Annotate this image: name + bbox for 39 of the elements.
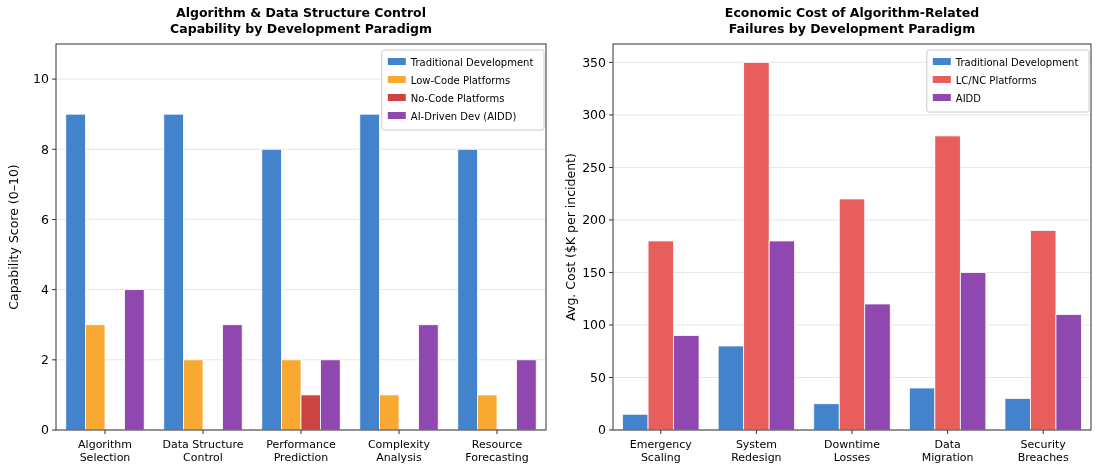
y-axis-title: Capability Score (0–10) — [6, 164, 21, 310]
legend-label: No-Code Platforms — [410, 92, 505, 104]
x-tick-label: Complexity Analysis — [367, 438, 431, 464]
chart-title: Economic Cost of Algorithm-Related Failures by Development Paradigm — [724, 5, 980, 36]
x-tick-label: System Redesign — [731, 438, 782, 464]
x-tick-label: Emergency Scaling — [629, 438, 693, 464]
bar — [222, 324, 243, 431]
x-tick-label: Algorithm Selection — [78, 438, 132, 464]
y-tick-label: 250 — [582, 159, 607, 175]
y-tick-label: 4 — [41, 282, 50, 298]
legend-label: LC/NC Platforms — [955, 74, 1037, 86]
bar — [418, 324, 439, 431]
y-tick-label: 8 — [41, 141, 50, 157]
chart-title: Algorithm & Data Structure Control Capability by Development Paradigm — [170, 5, 432, 36]
x-tick-label: Data Structure Control — [162, 438, 244, 464]
y-tick-label: 0 — [598, 422, 607, 438]
x-tick-label: Resource Forecasting — [465, 438, 529, 464]
y-tick-label: 2 — [41, 352, 49, 368]
x-tick-label: Performance Prediction — [266, 438, 337, 464]
x-tick-label: Security Breaches — [1017, 438, 1069, 464]
bar — [516, 359, 537, 431]
y-tick-label: 300 — [582, 107, 607, 123]
y-tick-label: 0 — [41, 422, 50, 438]
legend-label: AIDD — [955, 92, 982, 104]
y-tick-label: 350 — [582, 54, 607, 70]
y-tick-label: 10 — [33, 71, 50, 87]
y-tick-label: 150 — [582, 264, 607, 280]
y-tick-label: 100 — [582, 317, 607, 333]
y-tick-label: 200 — [582, 212, 607, 228]
y-tick-label: 6 — [41, 211, 50, 227]
y-axis-title: Avg. Cost ($K per incident) — [563, 153, 578, 321]
y-tick-label: 50 — [590, 369, 607, 385]
legend-label: AI-Driven Dev (AIDD) — [410, 110, 517, 122]
bar — [124, 289, 145, 431]
x-tick-label: Data Migration — [921, 438, 974, 464]
legend-label: Traditional Development — [954, 56, 1079, 68]
legend-label: Low-Code Platforms — [410, 74, 511, 86]
legend-label: Traditional Development — [409, 56, 534, 68]
x-tick-label: Downtime Losses — [823, 438, 881, 464]
